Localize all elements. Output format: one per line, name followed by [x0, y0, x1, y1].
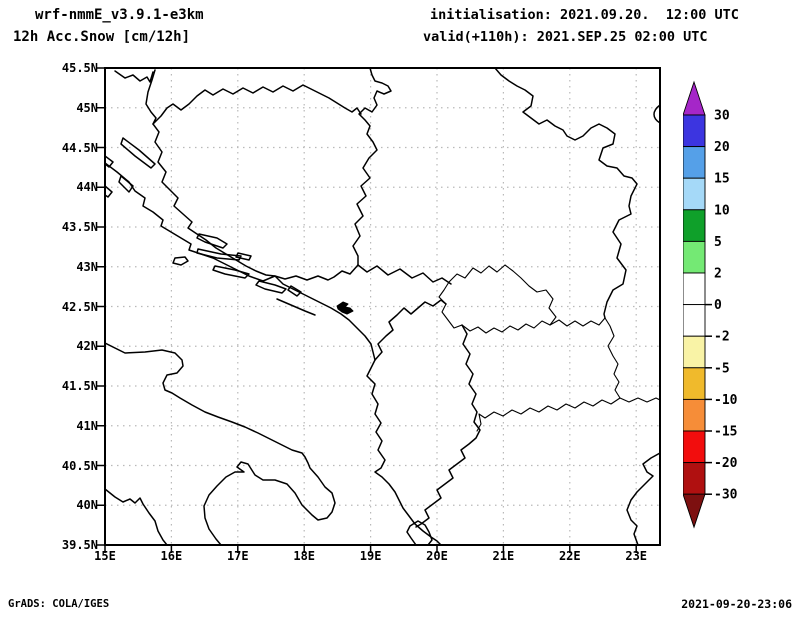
x-axis-label: 21E: [492, 549, 515, 563]
colorbar-segment: [683, 80, 706, 116]
colorbar-segment: [683, 240, 706, 274]
y-axis-label: 42.5N: [61, 299, 98, 314]
colorbar-level-label: -5: [714, 361, 730, 376]
x-axis-label: 15E: [94, 549, 116, 563]
x-axis-label: 19E: [359, 549, 382, 563]
y-axis-label: 44.5N: [61, 140, 98, 155]
colorbar-level-label: 30: [714, 109, 730, 124]
x-axis-label: 23E: [625, 549, 648, 563]
plot-frame: [104, 67, 661, 546]
colorbar-segment: [683, 398, 706, 432]
border-kosovo: [438, 264, 557, 334]
border-danube-drina: [352, 68, 392, 266]
x-axis-ticks: [104, 545, 637, 553]
y-axis-label: 41N: [76, 418, 98, 433]
map-plot: [97, 67, 661, 553]
colorbar-level-label: -10: [714, 393, 738, 408]
colorbar-level-label: -2: [714, 330, 730, 345]
x-axis-label: 18E: [293, 549, 316, 563]
islands-croatia: [105, 137, 302, 297]
y-axis-label: 45.5N: [61, 61, 98, 75]
colorbar-level-label: 20: [714, 140, 730, 155]
x-axis-label: 20E: [426, 549, 448, 563]
border-montenegro-albania: [374, 299, 447, 361]
border-north-macedonia: [476, 317, 621, 432]
x-axis-label: 22E: [558, 549, 581, 563]
colorbar-level-label: 2: [714, 267, 722, 282]
coastlines-and-borders: [105, 68, 660, 545]
coast-italy-tyrrhenian: [105, 488, 168, 545]
colorbar-segment: [683, 177, 706, 211]
colorbar-level-label: -30: [714, 488, 738, 503]
border-right-edge-arc: [653, 104, 660, 124]
y-axis-ticks: [97, 67, 105, 546]
colorbar-level-label: 15: [714, 172, 730, 187]
y-axis-label: 41.5N: [61, 379, 98, 393]
border-greece-bulgaria: [619, 397, 660, 403]
border-albania-east: [415, 324, 481, 528]
colorbar-segment: [683, 462, 706, 495]
colorbar-segment: [683, 304, 706, 337]
colorbar-segment: [683, 272, 706, 306]
island-corfu: [406, 520, 433, 545]
colorbar-segment: [683, 146, 706, 179]
initialisation-label: initialisation: 2021.09.20. 12:00 UTC: [430, 7, 739, 23]
y-axis-label: 40.5N: [61, 458, 98, 473]
y-axis-label: 45N: [76, 100, 98, 115]
coast-peljesac: [276, 298, 316, 316]
creation-timestamp: 2021-09-20-23:06: [681, 597, 792, 611]
coast-greece-aegean: [626, 452, 660, 545]
coast-italy-adriatic-heel: [105, 342, 336, 545]
colorbar-level-label: 0: [714, 298, 722, 313]
border-serbia-montenegro: [357, 264, 452, 285]
x-axis-label: 17E: [226, 549, 249, 563]
product-title: 12h Acc.Snow [cm/12h]: [13, 29, 191, 45]
colorbar-segment: [683, 493, 706, 529]
grads-credit: GrADS: COLA/IGES: [8, 598, 110, 610]
y-axis-label: 44N: [76, 180, 98, 195]
lat-lon-gridlines: [105, 68, 660, 545]
y-axis-label: 39.5N: [61, 538, 98, 552]
colorbar-level-label: -15: [714, 425, 737, 440]
coast-kvarner-notch: [114, 70, 154, 83]
border-serbia-east: [494, 68, 638, 319]
colorbar-segment: [683, 430, 706, 464]
colorbar-level-label: 5: [714, 235, 722, 250]
y-axis-label: 42N: [76, 339, 98, 354]
x-axis-label: 16E: [160, 549, 183, 563]
colorbar-segment: [683, 114, 706, 148]
colorbar-segment: [683, 367, 706, 400]
y-axis-label: 43N: [76, 259, 98, 274]
coast-adriatic: [105, 162, 442, 545]
colorbar-level-label: -20: [714, 456, 738, 471]
y-axis-label: 40N: [76, 498, 98, 513]
border-croatia-bosnia-north: [145, 69, 362, 125]
colorbar-segment: [683, 335, 706, 369]
colorbar-level-label: 10: [714, 203, 730, 218]
model-title: wrf-nmmE_v3.9.1-e3km: [35, 7, 204, 23]
valid-time-label: valid(+110h): 2021.SEP.25 02:00 UTC: [423, 29, 708, 45]
border-bosnia-west: [152, 123, 359, 281]
y-axis-label: 43.5N: [61, 220, 98, 234]
colorbar-segment: [683, 209, 706, 242]
bay-of-kotor: [336, 301, 354, 315]
